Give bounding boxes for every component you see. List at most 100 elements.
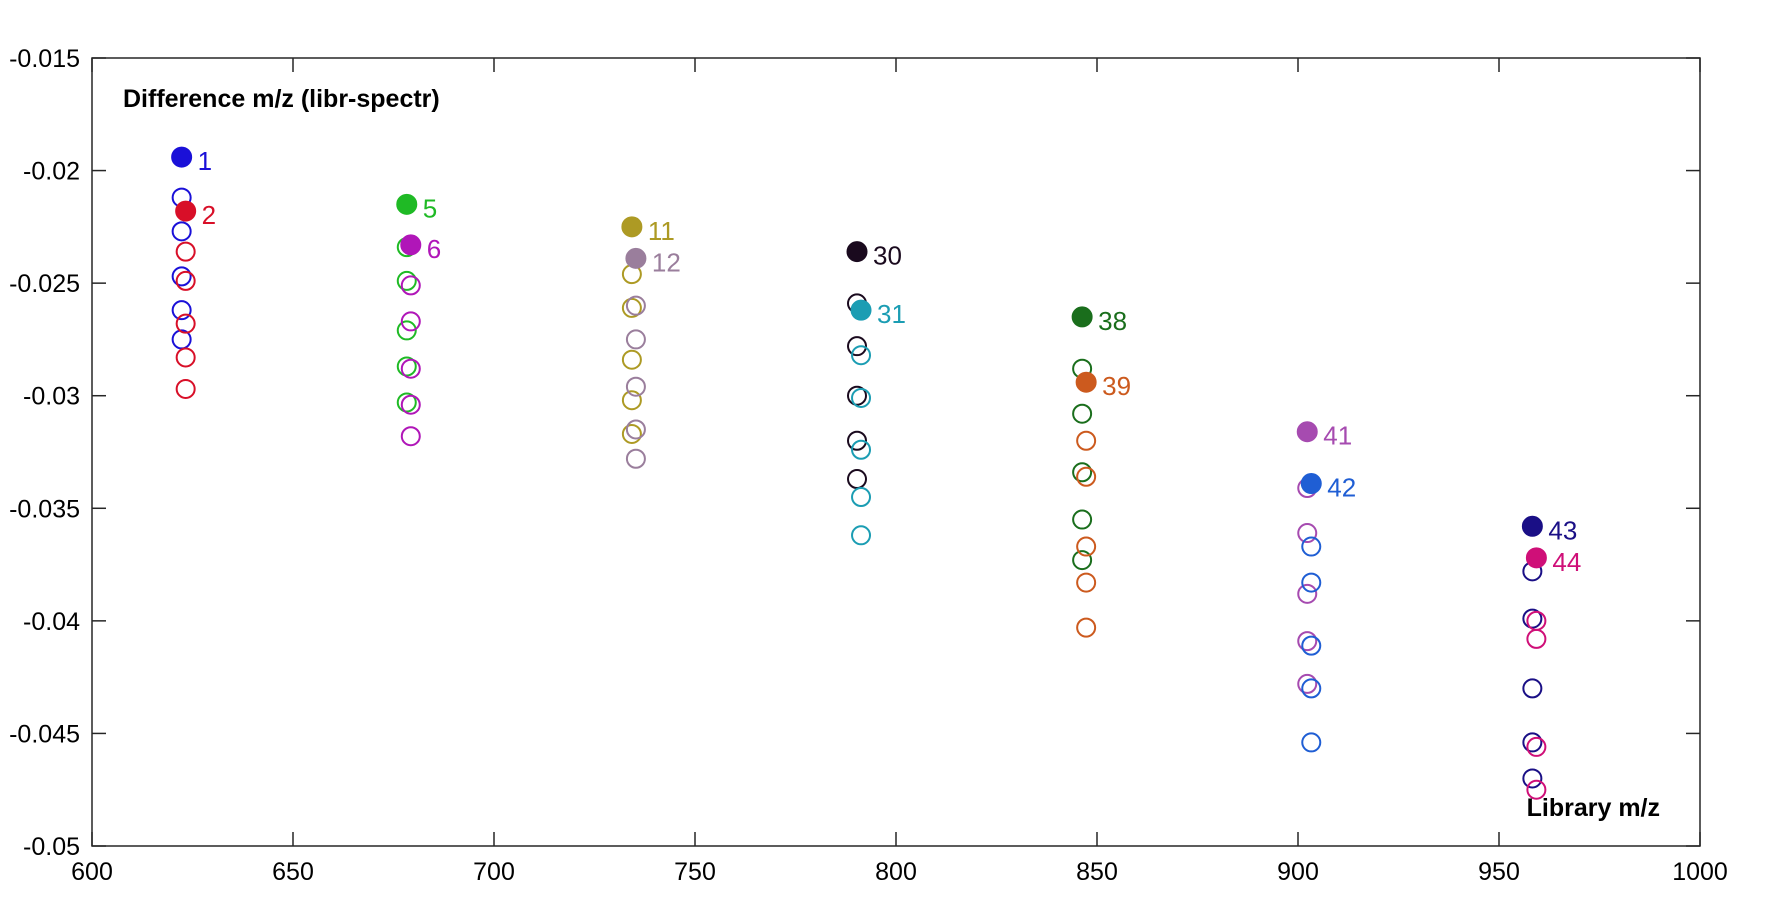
point-label-11: 11	[648, 216, 675, 246]
filled-point-series-5	[396, 193, 418, 215]
open-point-series-38	[1072, 462, 1093, 483]
open-point-series-6	[400, 394, 421, 415]
open-point-series-30	[847, 336, 868, 357]
open-point-series-41	[1297, 673, 1318, 694]
filled-point-series-39	[1075, 371, 1097, 393]
filled-point-series-38	[1071, 306, 1093, 328]
open-point-series-44	[1526, 628, 1547, 649]
open-point-series-43	[1522, 678, 1543, 699]
point-label-5: 5	[423, 193, 437, 223]
x-tick-label: 800	[875, 858, 917, 886]
open-point-series-11	[621, 423, 642, 444]
open-point-series-42	[1301, 678, 1322, 699]
open-point-series-43	[1522, 732, 1543, 753]
y-tick-label: -0.015	[9, 45, 80, 73]
open-point-series-2	[175, 378, 196, 399]
point-label-12: 12	[652, 247, 681, 277]
points-group	[171, 146, 1547, 800]
point-label-2: 2	[202, 200, 216, 230]
open-point-series-42	[1301, 635, 1322, 656]
open-point-series-6	[400, 358, 421, 379]
open-point-series-44	[1526, 736, 1547, 757]
y-tick-label: -0.03	[23, 383, 80, 411]
open-point-series-41	[1297, 583, 1318, 604]
point-label-6: 6	[427, 234, 441, 264]
open-point-series-30	[847, 430, 868, 451]
open-point-series-12	[625, 295, 646, 316]
y-tick-label: -0.02	[23, 158, 80, 186]
point-label-43: 43	[1548, 515, 1577, 545]
open-point-series-11	[621, 349, 642, 370]
open-point-series-42	[1301, 536, 1322, 557]
filled-point-series-43	[1521, 515, 1543, 537]
open-point-series-6	[400, 426, 421, 447]
x-tick-label: 700	[473, 858, 515, 886]
open-point-series-12	[625, 448, 646, 469]
open-point-series-2	[175, 241, 196, 262]
point-label-39: 39	[1102, 371, 1131, 401]
point-label-41: 41	[1323, 421, 1352, 451]
y-tick-label: -0.035	[9, 495, 80, 523]
y-tick-label: -0.05	[23, 833, 80, 861]
open-point-series-41	[1297, 631, 1318, 652]
open-point-series-41	[1297, 523, 1318, 544]
point-label-44: 44	[1552, 547, 1581, 577]
open-point-series-44	[1526, 779, 1547, 800]
point-label-42: 42	[1327, 473, 1356, 503]
open-point-series-38	[1072, 509, 1093, 530]
x-tick-label: 600	[71, 858, 113, 886]
x-tick-label: 950	[1478, 858, 1520, 886]
point-label-31: 31	[877, 299, 906, 329]
open-point-series-31	[851, 525, 872, 546]
open-point-series-1	[171, 300, 192, 321]
y-tick-label: -0.04	[23, 608, 80, 636]
x-axis-title: Library m/z	[1527, 794, 1660, 822]
filled-point-series-42	[1300, 473, 1322, 495]
open-point-series-38	[1072, 550, 1093, 571]
open-point-series-12	[625, 419, 646, 440]
open-point-series-5	[396, 320, 417, 341]
x-tick-label: 1000	[1672, 858, 1728, 886]
tick-group: 600 650 700 750 800 850 900 950 1000-0.05-0.045-…	[9, 45, 1728, 886]
open-point-series-39	[1076, 536, 1097, 557]
open-point-series-5	[396, 392, 417, 413]
x-tick-label: 750	[674, 858, 716, 886]
y-tick-label: -0.045	[9, 720, 80, 748]
filled-point-series-12	[625, 247, 647, 269]
filled-point-series-2	[175, 200, 197, 222]
filled-point-series-44	[1525, 547, 1547, 569]
open-point-series-1	[171, 221, 192, 242]
plot-frame	[91, 57, 1701, 847]
axes	[91, 57, 1701, 847]
open-point-series-2	[175, 347, 196, 368]
open-point-series-43	[1522, 768, 1543, 789]
y-tick-label: -0.025	[9, 270, 80, 298]
point-label-38: 38	[1098, 306, 1127, 336]
open-point-series-2	[175, 270, 196, 291]
x-tick-label: 850	[1076, 858, 1118, 886]
open-point-series-11	[621, 390, 642, 411]
x-tick-label: 650	[272, 858, 314, 886]
open-point-series-31	[851, 345, 872, 366]
open-point-series-39	[1076, 617, 1097, 638]
open-point-series-12	[625, 376, 646, 397]
open-point-series-12	[625, 329, 646, 350]
open-point-series-31	[851, 439, 872, 460]
open-point-series-31	[851, 387, 872, 408]
filled-point-series-31	[850, 299, 872, 321]
open-point-series-31	[851, 487, 872, 508]
open-point-series-38	[1072, 403, 1093, 424]
open-point-series-39	[1076, 430, 1097, 451]
filled-point-series-30	[846, 241, 868, 263]
open-point-series-6	[400, 311, 421, 332]
open-point-series-30	[847, 469, 868, 490]
filled-point-series-11	[621, 216, 643, 238]
open-point-series-39	[1076, 572, 1097, 593]
open-point-series-42	[1301, 572, 1322, 593]
open-point-series-2	[175, 313, 196, 334]
open-point-series-39	[1076, 466, 1097, 487]
filled-point-series-6	[400, 234, 422, 256]
